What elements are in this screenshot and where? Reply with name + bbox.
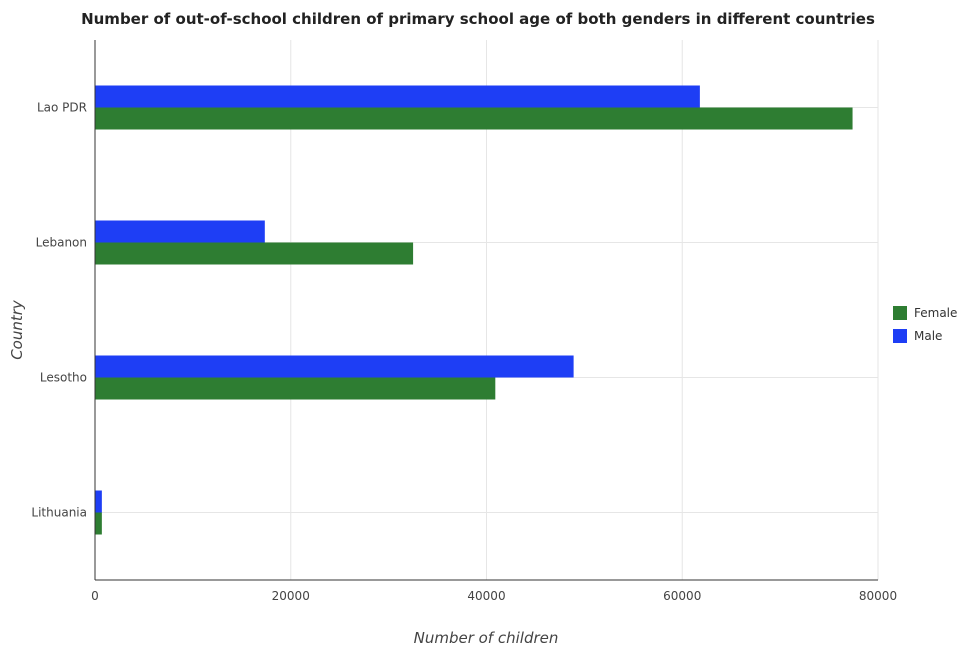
axes bbox=[94, 40, 878, 581]
bar-male-lithuania bbox=[95, 490, 102, 513]
x-tick-label: 80000 bbox=[859, 589, 897, 603]
y-tick-label: Lao PDR bbox=[37, 101, 87, 115]
legend-label-male: Male bbox=[914, 329, 942, 343]
x-axis-title: Number of children bbox=[414, 629, 559, 647]
legend-label-female: Female bbox=[914, 306, 957, 320]
bar-female-lao-pdr bbox=[95, 107, 853, 130]
legend-swatch-female bbox=[893, 306, 907, 320]
x-tick-label: 60000 bbox=[663, 589, 701, 603]
y-tick-label: Lesotho bbox=[40, 371, 87, 385]
chart-title: Number of out-of-school children of prim… bbox=[81, 10, 875, 28]
bar-male-lebanon bbox=[95, 220, 265, 243]
bar-female-lithuania bbox=[95, 512, 102, 535]
x-tick-label: 40000 bbox=[467, 589, 505, 603]
y-axis-title: Country bbox=[8, 299, 26, 360]
bar-female-lesotho bbox=[95, 377, 496, 400]
y-tick-label: Lebanon bbox=[36, 236, 87, 250]
x-tick-label: 20000 bbox=[272, 589, 310, 603]
bar-male-lao-pdr bbox=[95, 85, 700, 108]
bar-female-lebanon bbox=[95, 242, 414, 265]
bars bbox=[95, 85, 853, 535]
bar-male-lesotho bbox=[95, 355, 574, 378]
y-tick-label: Lithuania bbox=[31, 506, 87, 520]
legend-swatch-male bbox=[893, 329, 907, 343]
x-tick-label: 0 bbox=[91, 589, 99, 603]
tick-labels: 0 20000 40000 60000 80000 Lao PDR Lebanon Lesot… bbox=[31, 101, 897, 604]
legend: Female Male bbox=[893, 306, 957, 343]
